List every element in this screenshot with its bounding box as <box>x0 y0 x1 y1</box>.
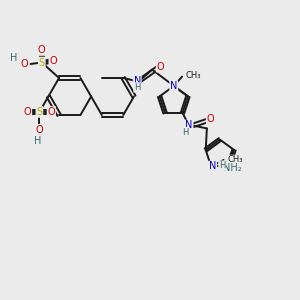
Text: H: H <box>11 53 18 63</box>
Text: O: O <box>47 107 55 117</box>
Text: N: N <box>209 161 216 172</box>
Text: H: H <box>219 161 225 170</box>
Text: NH₂: NH₂ <box>223 163 242 173</box>
Text: N: N <box>226 161 234 172</box>
Text: O: O <box>38 45 46 55</box>
Text: N: N <box>185 121 193 130</box>
Text: N: N <box>134 76 141 86</box>
Text: O: O <box>36 125 43 135</box>
Text: N: N <box>170 81 178 91</box>
Text: O: O <box>207 114 214 124</box>
Text: O: O <box>49 56 57 66</box>
Text: S: S <box>39 58 45 68</box>
Text: O: O <box>157 62 164 72</box>
Text: CH₃: CH₃ <box>186 71 201 80</box>
Text: H: H <box>182 128 189 136</box>
Text: H: H <box>34 136 42 146</box>
Text: O: O <box>21 59 28 69</box>
Text: CH₃: CH₃ <box>227 155 243 164</box>
Text: O: O <box>24 107 32 117</box>
Text: S: S <box>36 107 43 117</box>
Text: H: H <box>134 83 140 92</box>
